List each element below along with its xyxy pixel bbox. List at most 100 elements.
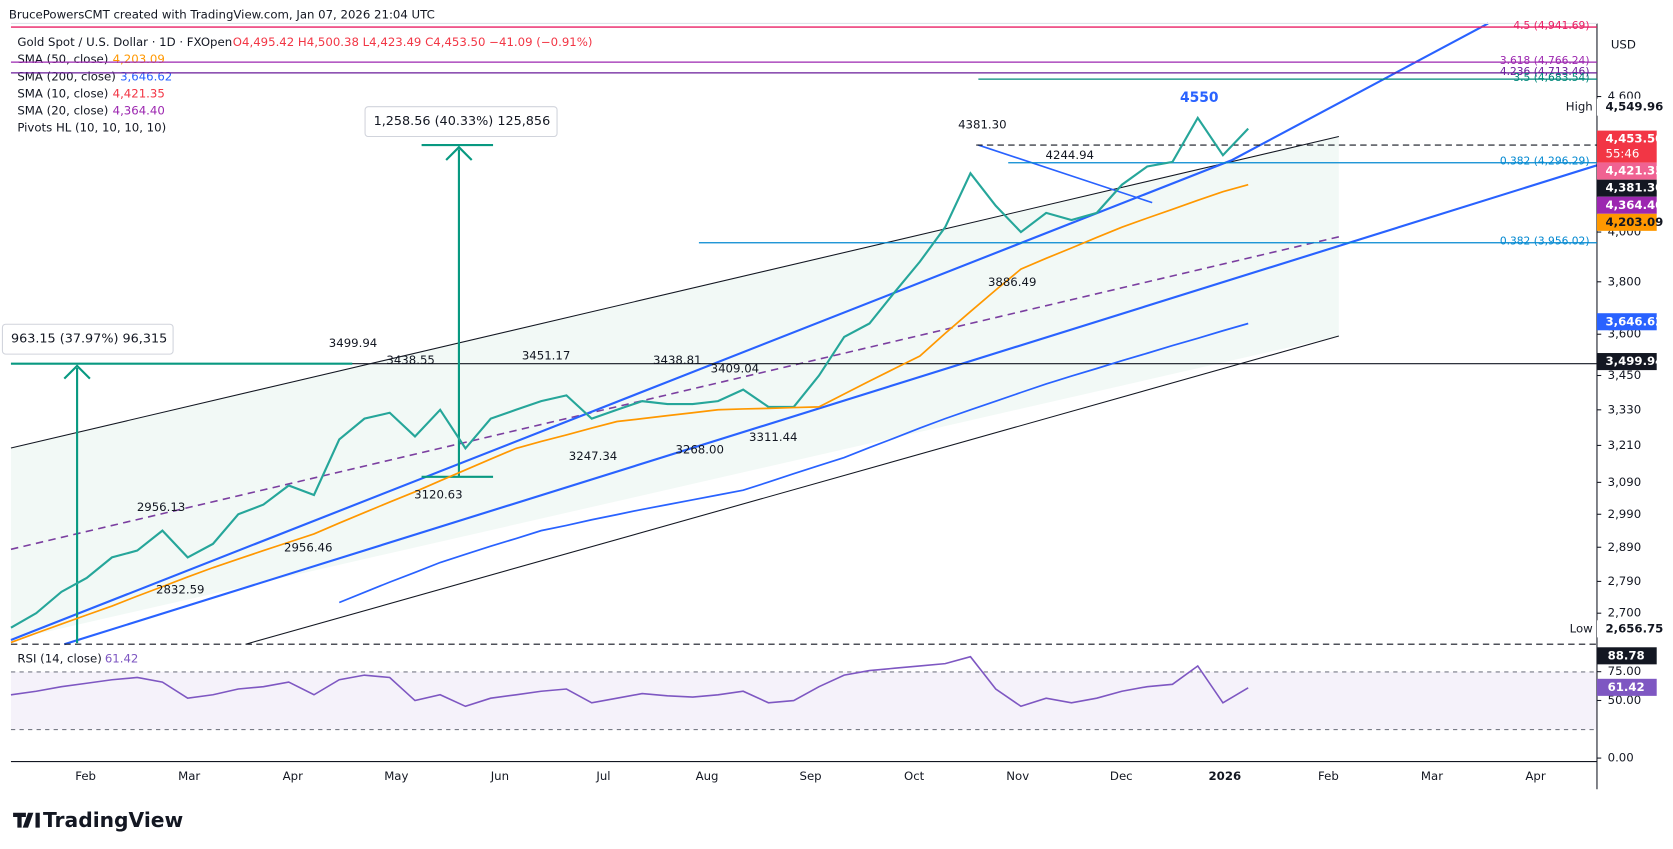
price-tag <box>1596 179 1657 197</box>
fib-label: 0.382 (4,296.29) <box>1500 155 1590 168</box>
rsi-tag <box>1596 678 1657 696</box>
measure-label: 1,258.56 (40.33%) 125,856 <box>374 114 551 129</box>
indicator-name: SMA (200, close) <box>17 69 115 83</box>
x-tick-label: Mar <box>1421 769 1443 783</box>
indicator-name: SMA (50, close) <box>17 52 108 66</box>
channel-lower <box>245 335 1340 645</box>
drawings <box>10 22 1598 828</box>
indicator-value: 3,646.62 <box>120 69 172 83</box>
price-tag <box>1596 162 1657 180</box>
currency: USD <box>1611 37 1636 51</box>
rsi-tag <box>1596 647 1657 665</box>
pivot-label: 3886.49 <box>988 275 1036 289</box>
pivot-label: 3451.17 <box>522 349 570 363</box>
x-tick-label: Feb <box>75 769 96 783</box>
pivot-label: 3438.81 <box>653 353 701 367</box>
fib-label: 3.5 (4,683.54) <box>1513 71 1589 84</box>
price-tag <box>1596 313 1657 331</box>
rsi-name: RSI (14, close) <box>17 652 101 666</box>
price-tag-label: 4,381.30 <box>1606 181 1664 195</box>
x-tick-label: Apr <box>283 769 303 783</box>
price-line <box>10 115 1249 629</box>
pivot-label: 2956.13 <box>137 500 185 514</box>
pivot-label: 4550 <box>1180 90 1219 106</box>
fib-label: 0.382 (3,956.02) <box>1500 235 1590 248</box>
rsi-line <box>10 655 1249 708</box>
logo-text: TradingView <box>43 808 183 832</box>
y-tick-label: 2,790 <box>1608 574 1642 588</box>
x-tick-label: Feb <box>1318 769 1339 783</box>
tag-note: High <box>1566 100 1593 114</box>
trend-line <box>978 144 1153 204</box>
pivot-label: 3311.44 <box>749 430 797 444</box>
measure-box <box>1 323 174 355</box>
price-tag-label: 2,656.75 <box>1606 621 1664 635</box>
price-tag-label: 4,421.35 <box>1606 164 1664 178</box>
price-tag-label: 4,203.09 <box>1606 215 1664 229</box>
x-tick-label: Apr <box>1525 769 1545 783</box>
channel-mid <box>10 236 1340 551</box>
tag-note: Low <box>1570 621 1593 635</box>
rsi-tick-label: 75.00 <box>1608 664 1642 678</box>
price-tag <box>1596 196 1657 214</box>
y-tick-label: 3,210 <box>1608 438 1642 452</box>
y-tick-label: 3,330 <box>1608 402 1642 416</box>
indicator-value: 4,364.40 <box>113 103 165 117</box>
ohlc: O4,495.42 H4,500.38 L4,423.49 C4,453.50 … <box>233 35 593 49</box>
channel-fill <box>10 136 1339 640</box>
x-tick-label: Nov <box>1006 769 1029 783</box>
pivot-label: 3120.63 <box>414 487 462 501</box>
measure-box <box>364 106 558 138</box>
pivot-label: 3268.00 <box>675 443 723 457</box>
x-tick-label: May <box>384 769 408 783</box>
price-tag <box>1596 130 1657 163</box>
rsi-tag-label: 61.42 <box>1608 680 1645 694</box>
pivot-label: 2956.46 <box>284 541 332 555</box>
fib-label: 3.618 (4,766.24) <box>1500 54 1590 67</box>
fib-label: 4.236 (4,713.46) <box>1500 65 1590 78</box>
y-tick-label: 3,800 <box>1608 274 1642 288</box>
rsi-tick-label: 0.00 <box>1608 751 1634 765</box>
x-tick-label: 2026 <box>1209 769 1242 783</box>
x-tick-label: Aug <box>696 769 719 783</box>
indicator-value: 4,203.09 <box>113 52 165 66</box>
y-tick-label: 2,890 <box>1608 540 1642 554</box>
rsi-tick-label: 50.00 <box>1608 693 1642 707</box>
measure-tool <box>10 143 494 644</box>
x-tick-label: Oct <box>904 769 925 783</box>
trend-line <box>10 22 1489 641</box>
symbol: Gold Spot / U.S. Dollar · 1D · FXOpen <box>17 35 232 49</box>
price-tag <box>1596 213 1657 231</box>
rsi-band <box>10 671 1597 730</box>
logo-mark <box>13 812 40 828</box>
credit: BrucePowersCMT created with TradingView.… <box>9 7 435 21</box>
pivot-label: 3247.34 <box>569 449 617 463</box>
tag-note: 55:46 <box>1606 147 1640 161</box>
y-tick-label: 3,090 <box>1608 475 1642 489</box>
price-tag-label: 4,549.96 <box>1606 100 1664 114</box>
x-tick-label: Sep <box>800 769 822 783</box>
indicator-value: 4,421.35 <box>113 86 165 100</box>
sma-line <box>10 183 1249 644</box>
price-tag <box>1596 98 1657 116</box>
price-tag <box>1596 353 1657 371</box>
price-tag-label: 3,646.62 <box>1606 314 1664 328</box>
pivot-label: 3409.04 <box>711 362 759 376</box>
sma-line <box>338 322 1249 604</box>
pivot-label: 4244.94 <box>1046 148 1094 162</box>
x-tick-label: Mar <box>178 769 200 783</box>
price-tag-label: 4,453.50 <box>1606 132 1664 146</box>
x-tick-label: Jun <box>490 769 509 783</box>
rsi-tag-label: 88.78 <box>1608 648 1645 662</box>
pivot-label: 3438.55 <box>386 353 434 367</box>
rsi-value: 61.42 <box>105 652 139 666</box>
price-tag-label: 4,364.40 <box>1606 198 1664 212</box>
x-tick-label: Dec <box>1110 769 1133 783</box>
trend-line <box>63 164 1598 646</box>
pivot-label: 2832.59 <box>156 582 204 596</box>
x-tick-label: Jul <box>595 769 610 783</box>
indicator-name: SMA (20, close) <box>17 103 108 117</box>
y-tick-label: 2,990 <box>1608 507 1642 521</box>
indicator-name: Pivots HL (10, 10, 10, 10) <box>17 120 166 134</box>
